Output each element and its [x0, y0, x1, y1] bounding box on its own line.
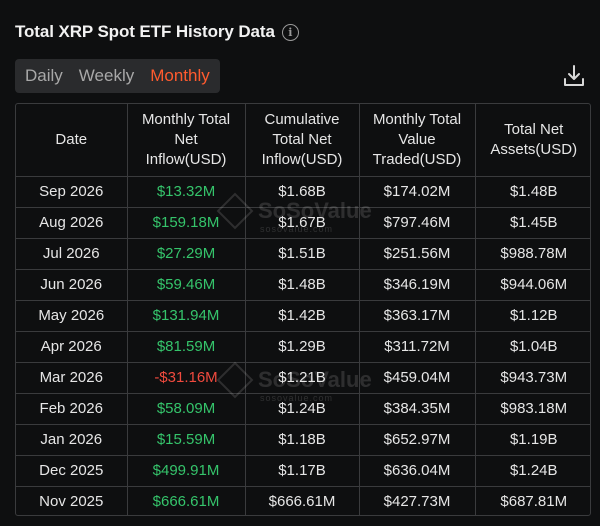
cell-monthly-inflow: $666.61M — [127, 486, 246, 515]
cell-net-assets: $1.45B — [475, 207, 590, 239]
cell-value-traded: $797.46M — [359, 207, 476, 239]
cell-net-assets: $983.18M — [475, 393, 590, 425]
cell-value-traded: $363.17M — [359, 300, 476, 332]
cell-cumulative-inflow: $1.42B — [245, 300, 360, 332]
cell-value-traded: $636.04M — [359, 455, 476, 487]
cell-cumulative-inflow: $1.24B — [245, 393, 360, 425]
cell-net-assets: $943.73M — [475, 362, 590, 394]
cell-value-traded: $251.56M — [359, 238, 476, 270]
title-row: Total XRP Spot ETF History Data i — [15, 20, 299, 44]
cell-cumulative-inflow: $1.51B — [245, 238, 360, 270]
column-header-monthly-inflow: Monthly Total Net Inflow(USD) — [127, 104, 246, 177]
cell-monthly-inflow: $27.29M — [127, 238, 246, 270]
cell-net-assets: $1.19B — [475, 424, 590, 456]
column-header-value-traded: Monthly Total Value Traded(USD) — [359, 104, 476, 177]
cell-monthly-inflow: $59.46M — [127, 269, 246, 301]
cell-net-assets: $944.06M — [475, 269, 590, 301]
cell-date: Mar 2026 — [16, 362, 128, 394]
cell-date: Aug 2026 — [16, 207, 128, 239]
table-row: Apr 2026 $81.59M $1.29B $311.72M $1.04B — [16, 331, 590, 363]
cell-net-assets: $1.12B — [475, 300, 590, 332]
table-row: Mar 2026 -$31.16M $1.21B $459.04M $943.73M — [16, 362, 590, 394]
cell-cumulative-inflow: $1.67B — [245, 207, 360, 239]
table-row: Jun 2026 $59.46M $1.48B $346.19M $944.06M — [16, 269, 590, 301]
cell-cumulative-inflow: $1.29B — [245, 331, 360, 363]
info-icon[interactable]: i — [281, 23, 299, 41]
cell-cumulative-inflow: $1.18B — [245, 424, 360, 456]
table-row: Dec 2025 $499.91M $1.17B $636.04M $1.24B — [16, 455, 590, 487]
cell-net-assets: $1.24B — [475, 455, 590, 487]
cell-value-traded: $346.19M — [359, 269, 476, 301]
download-icon[interactable] — [563, 64, 585, 88]
cell-monthly-inflow: $13.32M — [127, 176, 246, 208]
table-row: Sep 2026 $13.32M $1.68B $174.02M $1.48B — [16, 176, 590, 208]
cell-monthly-inflow: -$31.16M — [127, 362, 246, 394]
cell-cumulative-inflow: $1.17B — [245, 455, 360, 487]
cell-date: Apr 2026 — [16, 331, 128, 363]
table-row: Nov 2025 $666.61M $666.61M $427.73M $687.81M — [16, 486, 590, 515]
cell-net-assets: $1.04B — [475, 331, 590, 363]
cell-cumulative-inflow: $1.21B — [245, 362, 360, 394]
cell-date: Jul 2026 — [16, 238, 128, 270]
cell-net-assets: $988.78M — [475, 238, 590, 270]
cell-value-traded: $652.97M — [359, 424, 476, 456]
table-row: Feb 2026 $58.09M $1.24B $384.35M $983.18M — [16, 393, 590, 425]
tab-monthly[interactable]: Monthly — [150, 66, 210, 85]
cell-monthly-inflow: $15.59M — [127, 424, 246, 456]
cell-monthly-inflow: $159.18M — [127, 207, 246, 239]
cell-date: Nov 2025 — [16, 486, 128, 515]
table-row: Aug 2026 $159.18M $1.67B $797.46M $1.45B — [16, 207, 590, 239]
cell-date: Sep 2026 — [16, 176, 128, 208]
cell-value-traded: $384.35M — [359, 393, 476, 425]
cell-cumulative-inflow: $1.48B — [245, 269, 360, 301]
cell-value-traded: $174.02M — [359, 176, 476, 208]
table-row: Jan 2026 $15.59M $1.18B $652.97M $1.19B — [16, 424, 590, 456]
cell-monthly-inflow: $499.91M — [127, 455, 246, 487]
table-row: May 2026 $131.94M $1.42B $363.17M $1.12B — [16, 300, 590, 332]
cell-cumulative-inflow: $666.61M — [245, 486, 360, 515]
period-tabs: Daily Weekly Monthly — [15, 59, 220, 93]
table-row: Jul 2026 $27.29M $1.51B $251.56M $988.78M — [16, 238, 590, 270]
tab-daily[interactable]: Daily — [25, 66, 63, 85]
cell-net-assets: $1.48B — [475, 176, 590, 208]
tab-weekly[interactable]: Weekly — [78, 66, 135, 85]
cell-value-traded: $427.73M — [359, 486, 476, 515]
page-title: Total XRP Spot ETF History Data — [15, 22, 275, 41]
cell-net-assets: $687.81M — [500, 493, 568, 511]
history-table: Date Monthly Total Net Inflow(USD) Cumul… — [15, 103, 591, 516]
cell-date: May 2026 — [16, 300, 128, 332]
cell-monthly-inflow: $131.94M — [127, 300, 246, 332]
cell-date: Jan 2026 — [16, 424, 128, 456]
cell-monthly-inflow: $58.09M — [127, 393, 246, 425]
cell-value-traded: $459.04M — [359, 362, 476, 394]
cell-cumulative-inflow: $1.68B — [245, 176, 360, 208]
table-header-row: Date Monthly Total Net Inflow(USD) Cumul… — [16, 104, 590, 177]
column-header-net-assets: Total Net Assets(USD) — [475, 104, 590, 177]
cell-date: Jun 2026 — [16, 269, 128, 301]
cell-date: Feb 2026 — [16, 393, 128, 425]
column-header-date: Date — [16, 104, 128, 177]
cell-date: Dec 2025 — [16, 455, 128, 487]
cell-monthly-inflow: $81.59M — [127, 331, 246, 363]
column-header-cumulative-inflow: Cumulative Total Net Inflow(USD) — [245, 104, 360, 177]
cell-value-traded: $311.72M — [359, 331, 476, 363]
